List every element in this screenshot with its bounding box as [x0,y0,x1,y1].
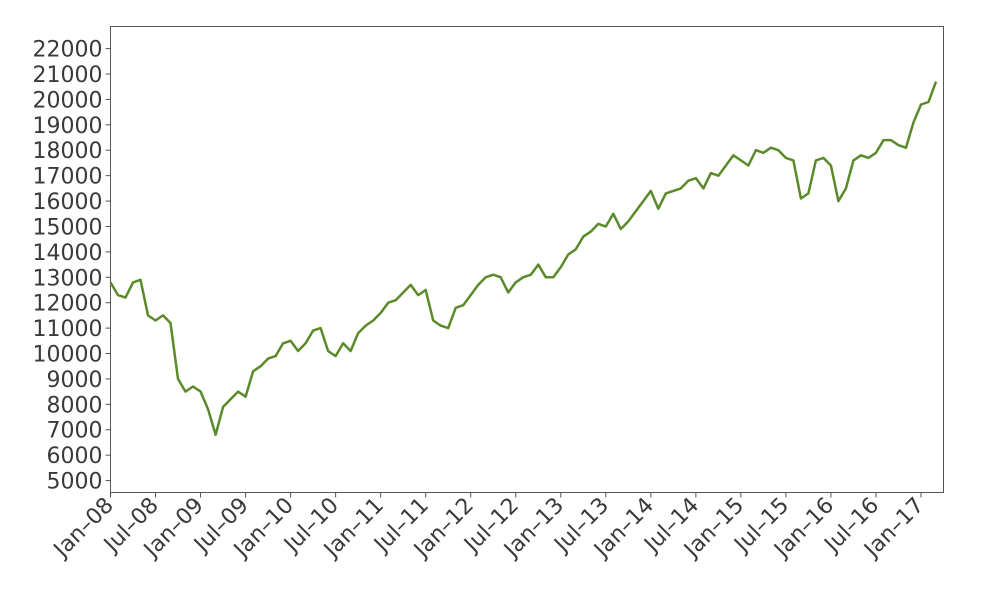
y-tick-label: 22000 [33,38,103,63]
y-tick-label: 15000 [33,215,103,240]
y-tick-label: 8000 [47,393,103,418]
y-tick-label: 21000 [33,63,103,88]
y-tick-label: 14000 [33,241,103,266]
y-tick-label: 7000 [47,419,103,444]
y-tick-label: 17000 [33,165,103,190]
y-tick-label: 9000 [47,368,103,393]
y-tick-label: 20000 [33,88,103,113]
y-tick-label: 6000 [47,444,103,469]
y-tick-label: 13000 [33,266,103,291]
y-tick-label: 11000 [33,317,103,342]
y-tick-label: 16000 [33,190,103,215]
y-tick-label: 18000 [33,139,103,164]
y-tick-label: 5000 [47,470,103,495]
y-tick-label: 19000 [33,114,103,139]
y-tick-label: 10000 [33,343,103,368]
x-tick-label: Jan–08 [48,493,119,564]
series-line [109,81,938,437]
y-tick-label: 12000 [33,292,103,317]
plot-frame [110,26,944,493]
